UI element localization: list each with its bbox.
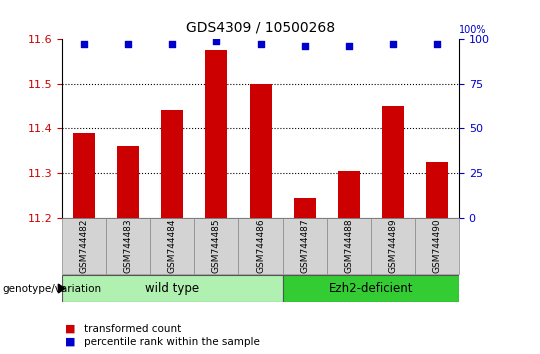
Point <box>388 41 397 47</box>
Text: GSM744485: GSM744485 <box>212 219 221 273</box>
Bar <box>415 218 459 274</box>
Text: GSM744489: GSM744489 <box>388 219 397 273</box>
Text: GSM744490: GSM744490 <box>433 219 441 273</box>
Bar <box>371 218 415 274</box>
Point <box>212 38 221 44</box>
Bar <box>150 218 194 274</box>
Bar <box>327 218 371 274</box>
Text: Ezh2-deficient: Ezh2-deficient <box>328 282 413 295</box>
Bar <box>249 84 272 218</box>
Bar <box>338 171 360 218</box>
Bar <box>205 50 227 218</box>
Bar <box>294 198 316 218</box>
Bar <box>73 133 95 218</box>
Bar <box>426 162 448 218</box>
Bar <box>239 218 282 274</box>
Text: ■: ■ <box>65 324 75 333</box>
Point <box>124 41 133 47</box>
Text: transformed count: transformed count <box>84 324 181 333</box>
Title: GDS4309 / 10500268: GDS4309 / 10500268 <box>186 21 335 35</box>
Point <box>80 41 89 47</box>
Text: GSM744483: GSM744483 <box>124 219 133 273</box>
Text: 100%: 100% <box>459 25 487 35</box>
Text: GSM744484: GSM744484 <box>168 219 177 273</box>
Bar <box>282 275 459 302</box>
Point <box>168 41 177 47</box>
Text: GSM744488: GSM744488 <box>345 219 353 273</box>
Text: wild type: wild type <box>145 282 199 295</box>
Point <box>256 41 265 47</box>
Bar <box>382 106 404 218</box>
Bar <box>62 275 282 302</box>
Text: GSM744482: GSM744482 <box>80 219 89 273</box>
Bar <box>117 146 139 218</box>
Bar <box>106 218 150 274</box>
Text: GSM744487: GSM744487 <box>300 219 309 273</box>
Text: genotype/variation: genotype/variation <box>3 284 102 293</box>
Text: ■: ■ <box>65 337 75 347</box>
Point <box>300 43 309 49</box>
Text: GSM744486: GSM744486 <box>256 219 265 273</box>
Bar <box>62 218 106 274</box>
Text: percentile rank within the sample: percentile rank within the sample <box>84 337 260 347</box>
Point <box>345 43 353 49</box>
Polygon shape <box>58 284 65 293</box>
Bar <box>161 110 184 218</box>
Bar <box>194 218 239 274</box>
Point <box>433 41 441 47</box>
Bar <box>282 218 327 274</box>
